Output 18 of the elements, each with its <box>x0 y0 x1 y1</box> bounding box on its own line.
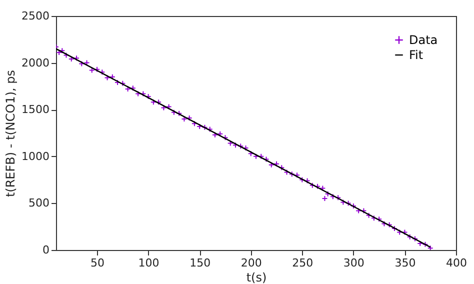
x-tick-label: 50 <box>90 256 105 270</box>
x-tick-label: 400 <box>446 256 467 270</box>
x-tick-label: 300 <box>343 256 364 270</box>
x-tick-label: 100 <box>138 256 160 270</box>
y-axis-title: t(REFB) - t(NCO1), ps <box>4 70 18 198</box>
x-tick-label: 350 <box>394 256 416 270</box>
y-tick-label: 500 <box>28 196 50 210</box>
x-tick-label: 200 <box>240 256 262 270</box>
y-tick-label: 2000 <box>22 56 50 70</box>
legend-label: Fit <box>409 48 424 62</box>
x-tick-label: 250 <box>292 256 314 270</box>
y-tick-label: 2500 <box>22 10 50 22</box>
legend-label: Data <box>409 33 438 47</box>
y-tick-label: 1000 <box>22 150 50 163</box>
y-tick-label: 0 <box>42 244 50 256</box>
y-tick-label: 1500 <box>22 103 50 116</box>
x-tick-label: 150 <box>190 256 211 270</box>
x-axis-title: t(s) <box>246 270 267 284</box>
